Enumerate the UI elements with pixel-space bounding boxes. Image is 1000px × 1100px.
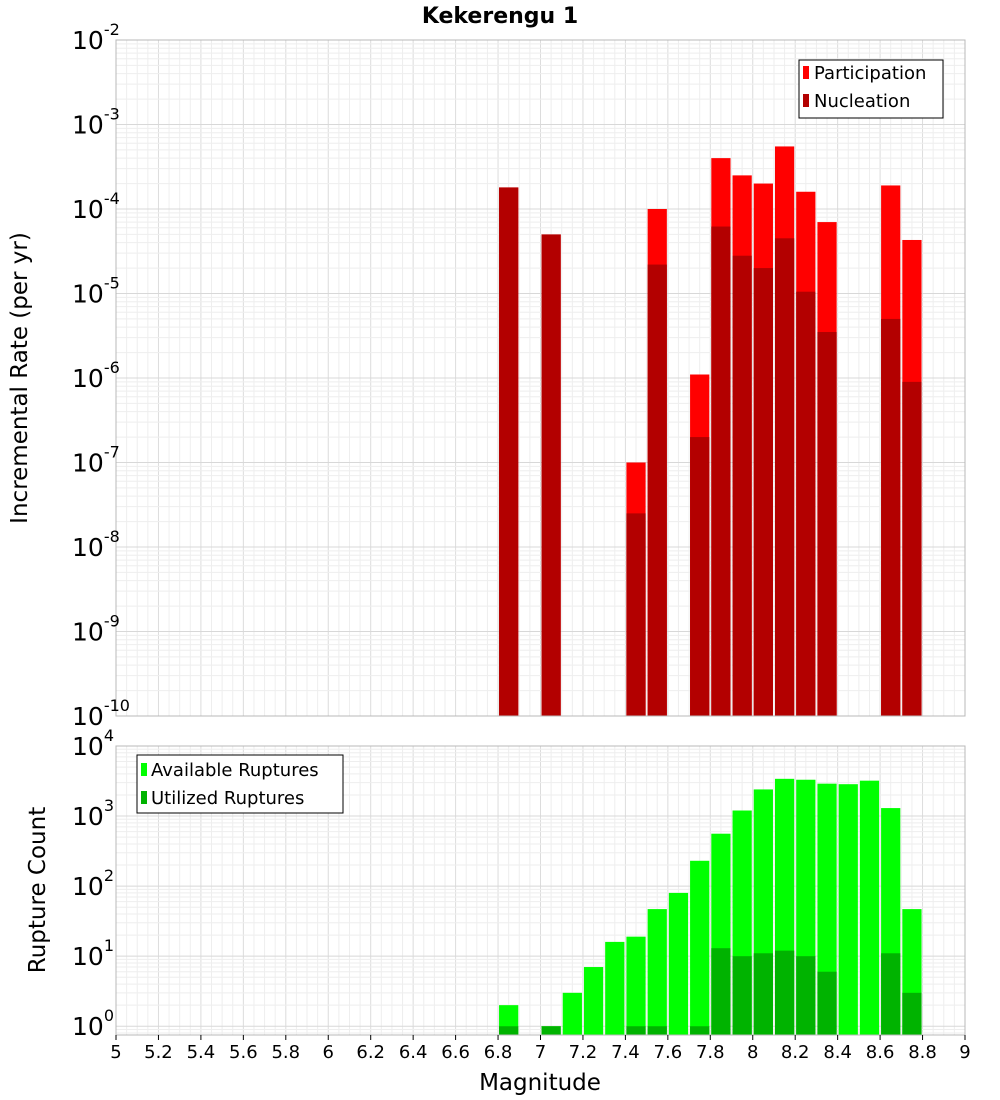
legend-swatch-nucleation: [803, 94, 809, 107]
x-tick-label: 5.4: [187, 1042, 216, 1063]
bottom-bar-utilized-ruptures: [796, 956, 816, 1035]
x-tick-label: 5: [110, 1042, 121, 1063]
bottom-bar-available-ruptures: [605, 941, 625, 1035]
top-y-tick-label: 10-4: [72, 189, 120, 224]
x-tick-label: 6.4: [399, 1042, 428, 1063]
x-tick-label: 8.8: [908, 1042, 937, 1063]
top-bar-nucleation: [881, 318, 901, 716]
x-tick-label: 8: [747, 1042, 758, 1063]
bottom-bar-utilized-ruptures: [541, 1026, 561, 1035]
bottom-bar-available-ruptures: [583, 967, 604, 1035]
bottom-bar-utilized-ruptures: [881, 953, 901, 1035]
top-bar-nucleation: [690, 437, 710, 716]
bottom-bar-available-ruptures: [859, 780, 880, 1035]
x-tick-labels: 5 5.2 5.4 5.6 5.8 6 6.2 6.4 6.6 6.8 7 7.2 7.4 7.6 7.8 8…: [110, 1035, 971, 1063]
top-bar-nucleation: [902, 381, 922, 716]
top-legend-box: [798, 59, 944, 119]
top-legend: Participation Nucleation: [798, 59, 944, 119]
top-bar-nucleation: [647, 264, 667, 716]
x-tick-label: 5.8: [271, 1042, 300, 1063]
x-tick-label: 7.6: [654, 1042, 683, 1063]
top-bar-nucleation: [499, 187, 519, 717]
legend-label-participation: Participation: [814, 63, 926, 84]
top-y-tick-label: 10-8: [72, 527, 120, 562]
bottom-bar-utilized-ruptures: [902, 992, 922, 1035]
legend-label-available-ruptures: Available Ruptures: [151, 760, 319, 781]
bottom-bar-utilized-ruptures: [732, 956, 752, 1035]
top-bar-nucleation: [774, 238, 795, 717]
x-tick-label: 5.2: [144, 1042, 173, 1063]
x-tick-label: 5.6: [229, 1042, 258, 1063]
x-tick-label: 7.8: [696, 1042, 725, 1063]
legend-swatch-available-ruptures: [141, 763, 147, 776]
bottom-bar-available-ruptures: [562, 992, 582, 1035]
top-y-tick-label: 10-3: [72, 105, 120, 140]
x-tick-label: 9: [959, 1042, 970, 1063]
top-bar-nucleation: [711, 226, 731, 716]
legend-label-nucleation: Nucleation: [814, 91, 910, 112]
legend-label-utilized-ruptures: Utilized Ruptures: [151, 788, 304, 809]
bottom-y-tick-label: 101: [72, 936, 114, 971]
x-tick-label: 6.2: [356, 1042, 385, 1063]
bottom-bar-utilized-ruptures: [626, 1026, 646, 1035]
x-tick-label: 8.4: [823, 1042, 852, 1063]
x-tick-label: 6: [323, 1042, 334, 1063]
bottom-y-tick-label: 103: [72, 796, 114, 831]
bottom-bar-available-ruptures: [626, 936, 646, 1035]
top-bars: [499, 146, 922, 717]
bottom-bar-utilized-ruptures: [817, 971, 837, 1035]
bottom-bar-available-ruptures: [838, 784, 858, 1035]
x-tick-label: 7.2: [569, 1042, 598, 1063]
top-y-axis-label: Incremental Rate (per yr): [7, 232, 33, 524]
bottom-bars: [499, 778, 922, 1035]
bottom-bar-utilized-ruptures: [499, 1026, 519, 1035]
bottom-legend: Available Ruptures Utilized Ruptures: [136, 754, 344, 814]
bottom-y-tick-label: 100: [72, 1006, 114, 1041]
top-bar-nucleation: [626, 513, 646, 716]
x-tick-label: 7: [535, 1042, 546, 1063]
chart-title: Kekerengu 1: [422, 4, 578, 29]
x-tick-label: 6.6: [441, 1042, 470, 1063]
top-y-tick-label: 10-7: [72, 443, 120, 478]
top-grid: [115, 39, 966, 717]
x-axis-label: Magnitude: [479, 1070, 601, 1096]
bottom-y-tick-label: 104: [72, 726, 114, 761]
top-bar-nucleation: [753, 268, 773, 716]
bottom-y-axis-label: Rupture Count: [25, 807, 51, 973]
bottom-bar-utilized-ruptures: [711, 948, 731, 1035]
rupture-count-plot: 100 101 102 103 104 Rupture Count Available …: [25, 726, 971, 1096]
top-y-tick-label: 10-2: [72, 20, 120, 55]
top-bar-nucleation: [541, 234, 561, 717]
bottom-bar-utilized-ruptures: [774, 950, 795, 1035]
top-bar-nucleation: [732, 255, 752, 716]
bottom-bar-available-ruptures: [690, 860, 710, 1035]
top-y-tick-label: 10-6: [72, 358, 120, 393]
bottom-legend-box: [136, 754, 344, 814]
top-y-tick-label: 10-9: [72, 612, 120, 647]
top-bar-nucleation: [817, 332, 837, 716]
top-bar-nucleation: [796, 291, 816, 716]
top-y-tick-labels: 10-10 10-9 10-8 10-7 10-6 10-5 10-4 10-3 10-2: [72, 20, 130, 731]
top-plot-frame: [115, 39, 966, 717]
bottom-bar-available-ruptures: [668, 892, 689, 1035]
x-tick-label: 7.4: [611, 1042, 640, 1063]
x-tick-label: 8.6: [866, 1042, 895, 1063]
bottom-bar-utilized-ruptures: [647, 1026, 667, 1035]
bottom-y-tick-labels: 100 101 102 103 104: [72, 726, 114, 1041]
legend-swatch-utilized-ruptures: [141, 791, 147, 804]
top-y-tick-label: 10-5: [72, 274, 120, 309]
legend-swatch-participation: [803, 66, 809, 79]
bottom-bar-utilized-ruptures: [753, 953, 773, 1035]
top-y-tick-label: 10-10: [72, 696, 130, 731]
x-tick-label: 6.8: [484, 1042, 513, 1063]
bottom-bar-available-ruptures: [647, 909, 667, 1035]
x-tick-label: 8.2: [781, 1042, 810, 1063]
bottom-bar-utilized-ruptures: [690, 1026, 710, 1035]
participation-nucleation-plot: 10-10 10-9 10-8 10-7 10-6 10-5 10-4 10-3 10-2 In…: [7, 20, 966, 731]
bottom-y-tick-label: 102: [72, 866, 114, 901]
